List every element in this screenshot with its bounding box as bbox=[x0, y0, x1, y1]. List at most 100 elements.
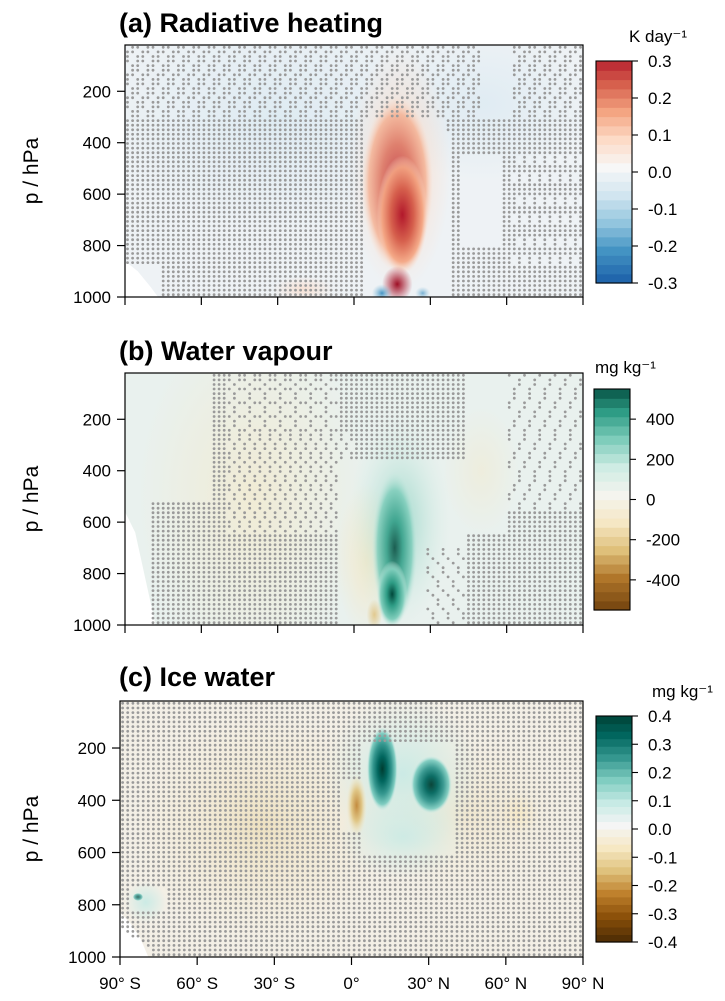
y-tick-label: 1000 bbox=[68, 948, 106, 967]
colorbar-band bbox=[596, 776, 632, 785]
colorbar-band bbox=[594, 407, 630, 418]
colorbar-band bbox=[596, 813, 632, 823]
colorbar-band bbox=[596, 209, 632, 219]
colorbar-band bbox=[596, 821, 632, 830]
y-tick-label: 400 bbox=[78, 791, 106, 810]
colorbar-tick-label: -0.4 bbox=[648, 933, 677, 952]
colorbar-band bbox=[596, 753, 632, 762]
colorbar-band bbox=[596, 723, 632, 732]
colorbar-tick-label: 0 bbox=[646, 491, 655, 510]
colorbar-band bbox=[596, 61, 632, 71]
y-tick-label: 200 bbox=[83, 82, 111, 101]
colorbar-band bbox=[596, 227, 632, 238]
colorbar-tick-label: 0.1 bbox=[648, 126, 672, 145]
significance-stippling bbox=[121, 701, 582, 957]
y-tick-label: 400 bbox=[83, 462, 111, 481]
heatmap-field bbox=[125, 45, 583, 297]
significance-stippling bbox=[151, 373, 582, 625]
y-tick-label: 800 bbox=[83, 565, 111, 584]
colorbar-band bbox=[596, 926, 632, 936]
heatmap-field bbox=[120, 701, 583, 957]
panel-1: (a) Radiative heating p / hPa 200 400 600 800… bbox=[20, 8, 687, 307]
colorbar-tick-label: -0.3 bbox=[648, 905, 677, 924]
colorbar-band bbox=[596, 783, 632, 792]
colorbar-tick-label: 400 bbox=[646, 410, 674, 429]
colorbar-band bbox=[594, 435, 630, 445]
colorbar-band bbox=[596, 162, 632, 173]
colorbar-band bbox=[594, 471, 630, 482]
contour-region-8 bbox=[415, 286, 431, 297]
colorbar-tick-label: 0.4 bbox=[648, 707, 672, 726]
colorbar-band bbox=[596, 153, 632, 164]
colorbar: 0.3 0.2 0.1 0.0 -0.1 -0.2 -0.3 K day⁻¹ bbox=[595, 27, 687, 293]
colorbar-band bbox=[596, 746, 632, 755]
colorbar-band bbox=[596, 904, 632, 913]
colorbar-band bbox=[596, 79, 632, 90]
panel-3: (c) Ice water p / hPa 200 400 600 800 1000 90° … bbox=[20, 662, 713, 993]
colorbar-band bbox=[596, 806, 632, 815]
colorbar-band bbox=[594, 563, 630, 574]
colorbar-band bbox=[596, 768, 632, 777]
colorbar-band bbox=[596, 844, 632, 853]
colorbar-band bbox=[596, 798, 632, 807]
colorbar-band bbox=[596, 218, 632, 229]
colorbar-band bbox=[594, 425, 630, 436]
colorbar-band bbox=[594, 573, 630, 583]
y-tick-label: 600 bbox=[78, 844, 106, 863]
colorbar-band bbox=[596, 791, 632, 800]
colorbar-band bbox=[596, 829, 632, 838]
x-tick-label: 30° N bbox=[407, 974, 450, 993]
contour-region-6 bbox=[410, 755, 452, 814]
colorbar-band bbox=[596, 874, 632, 883]
contour-region-7 bbox=[346, 774, 367, 837]
y-tick-label: 1000 bbox=[73, 288, 111, 307]
colorbar-band bbox=[596, 70, 632, 81]
contour-region-7 bbox=[371, 284, 393, 297]
colorbar-tick-label: 0.0 bbox=[648, 163, 672, 182]
heatmap-field bbox=[125, 373, 583, 625]
colorbar-band bbox=[596, 859, 632, 868]
colorbar-band bbox=[596, 889, 632, 898]
colorbar-band bbox=[594, 582, 630, 593]
below-surface-mask bbox=[125, 261, 159, 297]
colorbar-band bbox=[596, 716, 632, 725]
colorbar-tick-label: -0.1 bbox=[648, 200, 677, 219]
x-tick-label: 30° S bbox=[253, 974, 295, 993]
colorbar-band bbox=[596, 135, 632, 145]
colorbar-band bbox=[596, 761, 632, 770]
colorbar-band bbox=[594, 490, 630, 501]
colorbar-band bbox=[594, 398, 630, 409]
colorbar-band bbox=[596, 246, 632, 256]
y-tick-label: 200 bbox=[83, 410, 111, 429]
contour-region-9 bbox=[125, 881, 167, 924]
colorbar-tick-label: 200 bbox=[646, 450, 674, 469]
y-tick-label: 800 bbox=[83, 237, 111, 256]
colorbar-tick-label: -400 bbox=[646, 571, 680, 590]
x-tick-label: 0° bbox=[343, 974, 359, 993]
colorbar-band bbox=[596, 88, 632, 99]
panel-2: (b) Water vapour p / hPa 200 400 600 800 1000 4… bbox=[20, 336, 680, 635]
colorbar-band bbox=[596, 116, 632, 127]
colorbar-unit: mg kg⁻¹ bbox=[652, 682, 713, 701]
x-tick-label: 60° N bbox=[484, 974, 527, 993]
colorbar-tick-label: 0.0 bbox=[648, 820, 672, 839]
y-axis-label: p / hPa bbox=[20, 465, 43, 532]
contour-region-1 bbox=[137, 373, 367, 625]
colorbar-band bbox=[596, 236, 632, 247]
below-surface-mask bbox=[120, 912, 149, 957]
colorbar-band bbox=[594, 508, 630, 519]
colorbar-tick-label: 0.1 bbox=[648, 792, 672, 811]
contour-region-7 bbox=[443, 406, 520, 535]
colorbar-tick-label: -0.2 bbox=[648, 877, 677, 896]
colorbar-band bbox=[596, 199, 632, 210]
colorbar-band bbox=[594, 600, 630, 611]
colorbar-band bbox=[596, 144, 632, 155]
colorbar-band bbox=[594, 527, 630, 537]
colorbar-band bbox=[596, 273, 632, 284]
colorbar-band bbox=[596, 738, 632, 747]
y-tick-label: 800 bbox=[78, 896, 106, 915]
y-tick-label: 600 bbox=[83, 185, 111, 204]
y-tick-label: 1000 bbox=[73, 616, 111, 635]
colorbar-unit: K day⁻¹ bbox=[629, 27, 687, 46]
significance-stippling bbox=[126, 45, 582, 297]
